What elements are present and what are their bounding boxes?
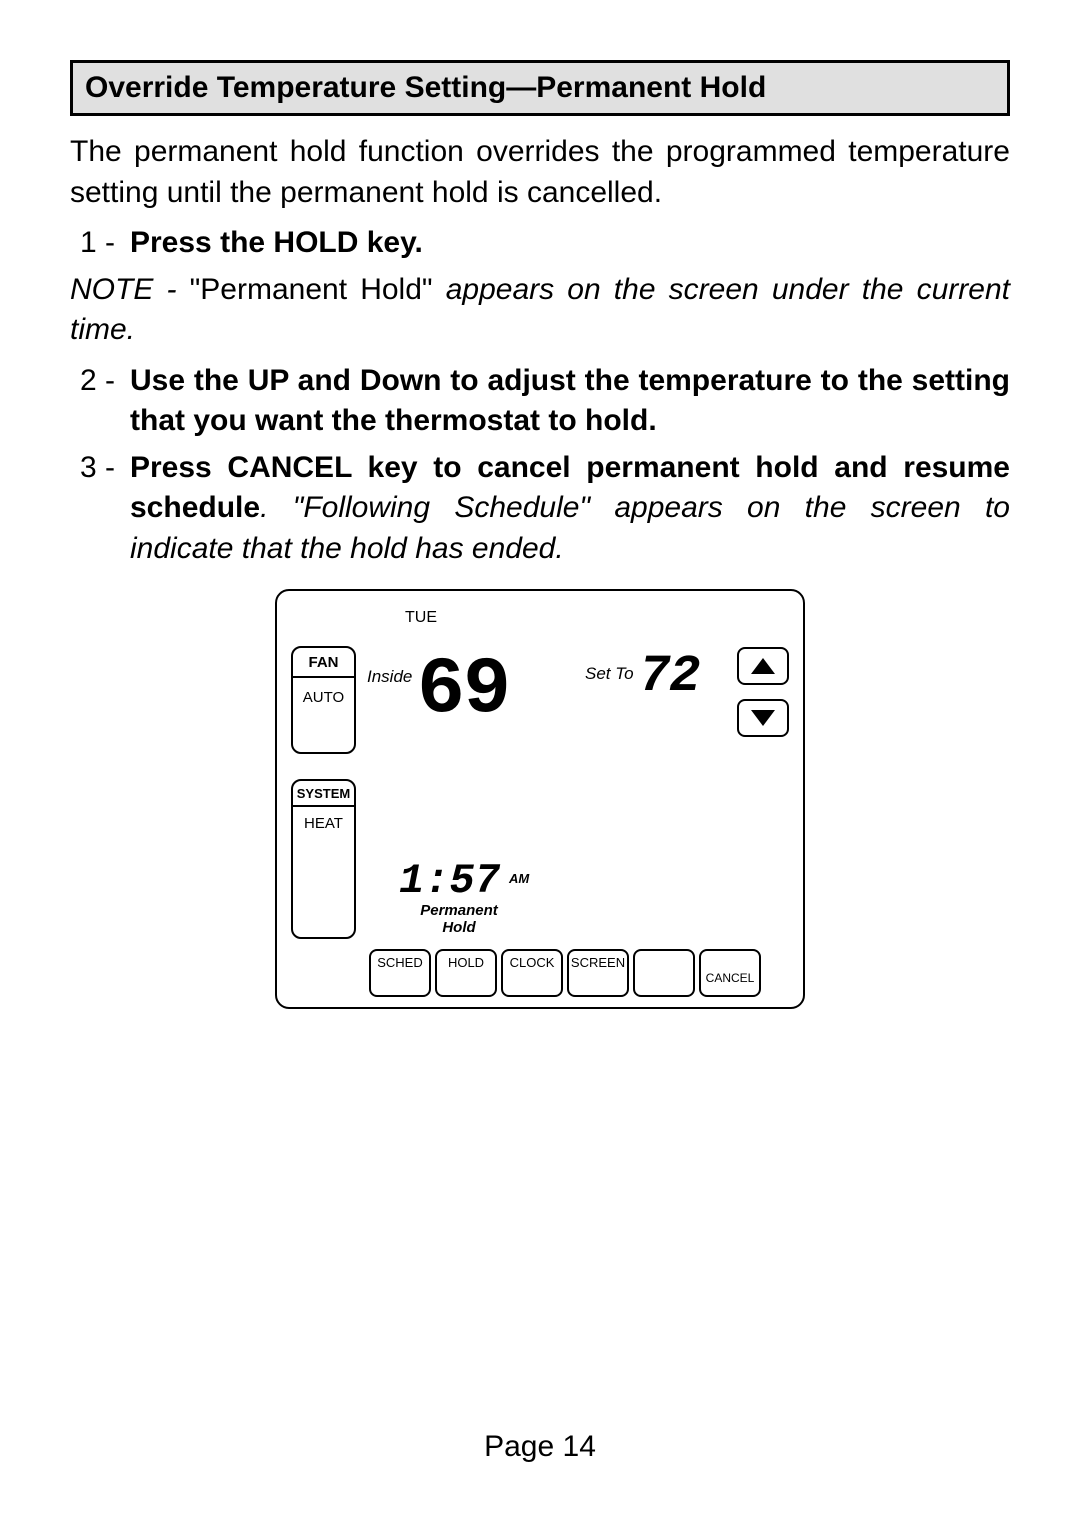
bottom-button-row: SCHED HOLD CLOCK SCREEN CANCEL: [369, 949, 789, 997]
note-prefix: NOTE -: [70, 273, 190, 306]
fan-value: AUTO: [293, 689, 354, 706]
hold-line2: Hold: [442, 919, 475, 936]
cancel-button[interactable]: CANCEL: [699, 949, 761, 997]
step-number: 1 -: [70, 223, 130, 264]
arrow-up-button[interactable]: [737, 647, 789, 685]
system-button[interactable]: SYSTEM HEAT: [291, 779, 356, 939]
setto-label: Set To: [585, 664, 634, 684]
blank-button[interactable]: [633, 949, 695, 997]
note-text: NOTE - "Permanent Hold" appears on the s…: [70, 270, 1010, 351]
day-label: TUE: [405, 609, 437, 627]
note-quoted: "Permanent Hold": [190, 273, 433, 306]
screen-button[interactable]: SCREEN: [567, 949, 629, 997]
ampm-label: AM: [509, 871, 529, 886]
time-display: 1:57: [399, 857, 500, 905]
system-label: SYSTEM: [293, 786, 354, 801]
step-bold: Use the UP and Down to adjust the temper…: [130, 364, 1010, 438]
set-temp: 72: [639, 647, 699, 706]
step-rest: . "Following Schedule" appears on the sc…: [130, 491, 1010, 565]
hold-line1: Permanent: [420, 902, 498, 919]
sched-button[interactable]: SCHED: [369, 949, 431, 997]
section-title: Override Temperature Setting—Permanent H…: [70, 60, 1010, 116]
page-number: Page 14: [0, 1430, 1080, 1464]
fan-button[interactable]: FAN AUTO: [291, 646, 356, 754]
hold-status: Permanent Hold: [409, 903, 509, 936]
thermostat-diagram: TUE FAN AUTO SYSTEM HEAT Inside 69 Set T…: [275, 589, 805, 1009]
arrow-down-button[interactable]: [737, 699, 789, 737]
inside-temp: 69: [417, 645, 509, 736]
inside-label: Inside: [367, 667, 412, 687]
hold-button[interactable]: HOLD: [435, 949, 497, 997]
step-bold: Press the HOLD key.: [130, 226, 423, 259]
step-2: 2 - Use the UP and Down to adjust the te…: [70, 361, 1010, 442]
clock-button[interactable]: CLOCK: [501, 949, 563, 997]
step-1: 1 - Press the HOLD key.: [70, 223, 1010, 264]
intro-text: The permanent hold function overrides th…: [70, 132, 1010, 213]
step-3: 3 - Press CANCEL key to cancel permanent…: [70, 448, 1010, 570]
triangle-down-icon: [751, 710, 775, 726]
triangle-up-icon: [751, 658, 775, 674]
fan-label: FAN: [293, 654, 354, 671]
system-value: HEAT: [293, 815, 354, 832]
step-number: 3 -: [70, 448, 130, 570]
step-number: 2 -: [70, 361, 130, 442]
